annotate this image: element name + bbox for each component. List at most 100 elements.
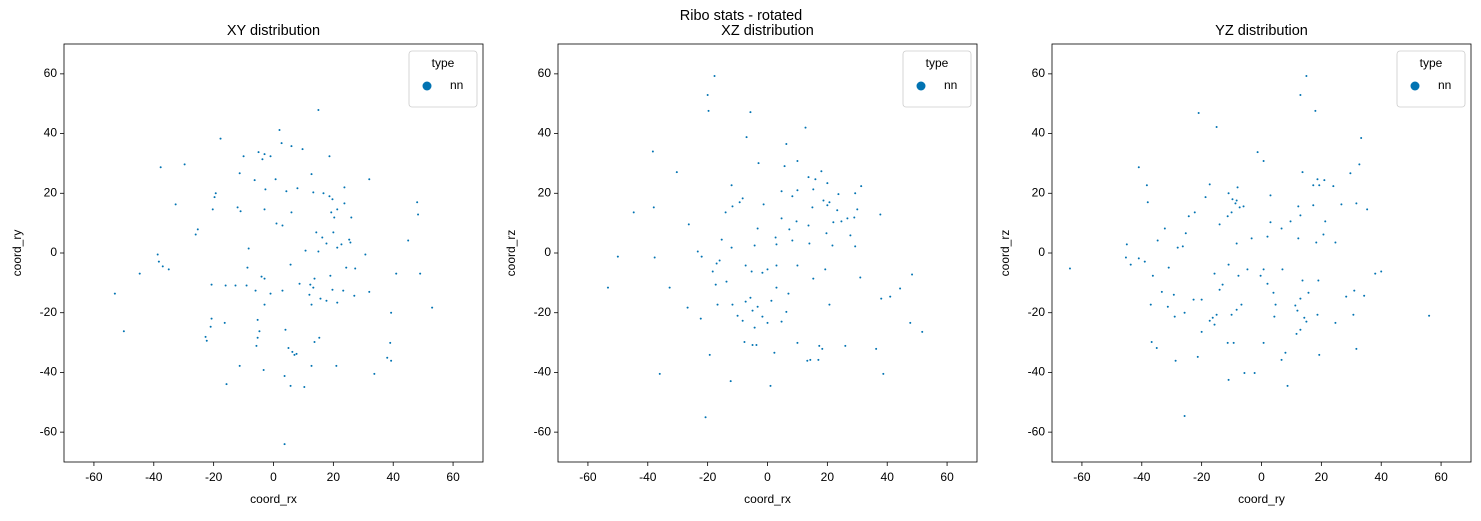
point [1355,347,1358,350]
x-tick-label: 20 [327,470,341,484]
point [1334,241,1337,244]
point [1234,202,1237,205]
point [312,286,315,289]
point [290,145,293,148]
point [787,292,790,295]
point [849,234,852,237]
y-tick-label: -60 [40,424,58,438]
point [183,163,186,166]
point [730,246,733,249]
point [1353,289,1356,292]
point [751,343,754,346]
point [775,286,778,289]
legend-marker [916,81,926,91]
point [348,238,351,241]
point [836,209,839,212]
point [1230,313,1233,316]
point [1250,237,1253,240]
point [1231,198,1234,201]
legend-label: nn [1438,78,1451,92]
point [1176,246,1179,249]
point [281,224,284,227]
point [822,199,825,202]
x-tick-label: -20 [205,470,223,484]
point [1215,313,1218,316]
point [796,264,799,267]
point [716,303,719,306]
axes-frame [557,43,978,463]
point [1236,186,1239,189]
point [263,208,266,211]
point [875,347,878,350]
point [1345,295,1348,298]
point [756,227,759,230]
point [1316,178,1319,181]
point [699,317,702,320]
point [1266,282,1269,285]
point [1151,274,1154,277]
point [714,283,717,286]
point [122,330,125,333]
point [1301,279,1304,282]
point [1256,151,1259,154]
y-tick-label: -60 [1028,424,1046,438]
point [808,242,811,245]
point [844,344,847,347]
point [1322,233,1325,236]
point [1253,372,1256,375]
point [1358,163,1361,166]
x-tick-label: -20 [699,470,717,484]
point [749,111,752,114]
point [210,317,213,320]
point [416,201,419,204]
x-tick-label: -60 [85,470,103,484]
point [321,236,324,239]
point [1289,220,1292,223]
point [668,286,671,289]
point [696,250,699,253]
point [1068,267,1071,270]
point [804,126,807,129]
point [298,282,301,285]
point [707,109,710,112]
point [284,328,287,331]
point [911,273,914,276]
point [329,274,332,277]
point [325,299,328,302]
point [846,217,849,220]
point [1340,203,1343,206]
point [156,253,159,256]
point [856,208,859,211]
point [807,224,810,227]
point [274,178,277,181]
point [263,303,266,306]
y-tick-label: -20 [1028,305,1046,319]
point [313,277,316,280]
point [741,319,744,322]
point [336,301,339,304]
point [1266,235,1269,238]
point [395,272,398,275]
point [1181,245,1184,248]
point [730,184,733,187]
point [211,208,214,211]
y-axis-label: coord_ry [10,230,24,277]
point [616,255,619,258]
point [328,155,331,158]
point [756,305,759,308]
point [828,303,831,306]
legend: type nn [408,50,478,108]
legend-title: type [926,56,949,70]
point [837,193,840,196]
y-tick-label: 0 [1038,245,1045,259]
point [174,203,177,206]
y-tick-label: 60 [44,66,58,80]
point [263,153,266,156]
point [1146,201,1149,204]
point [1215,126,1218,129]
point [1150,340,1153,343]
point [1295,332,1298,335]
point [1173,315,1176,318]
point [711,270,714,273]
axes-frame [1051,43,1472,463]
